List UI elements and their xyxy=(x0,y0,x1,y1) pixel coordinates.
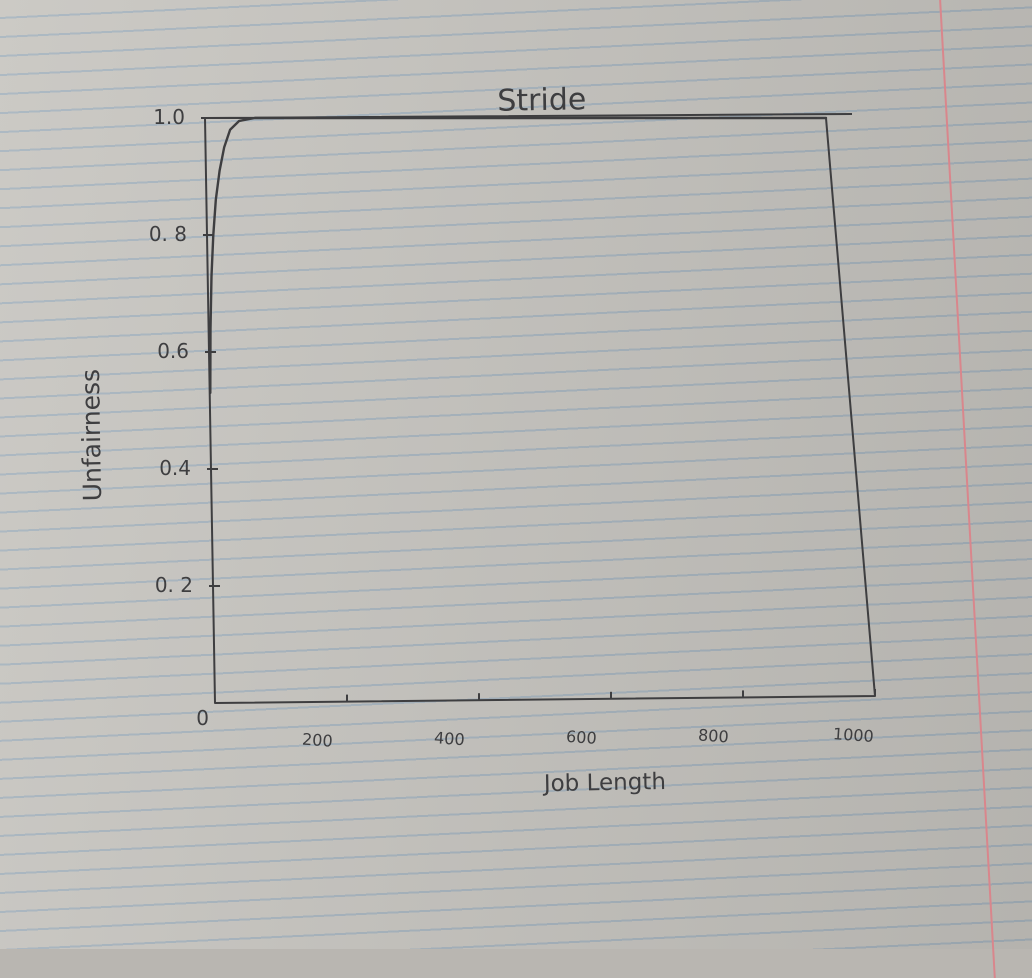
y-tick-label: 0.4 xyxy=(159,456,191,480)
series-line xyxy=(209,116,828,395)
x-tick-label: 200 xyxy=(301,730,333,751)
y-axis-ticks: 0 0. 2 0.4 0.6 0. 8 1.0 xyxy=(149,105,220,730)
plot-frame xyxy=(204,113,876,704)
x-axis-label: Job Length xyxy=(542,769,667,797)
y-tick-label: 0. 2 xyxy=(155,573,193,597)
x-tick-label: 600 xyxy=(565,727,597,748)
x-tick-label: 1000 xyxy=(832,724,874,746)
x-tick-label: 400 xyxy=(433,728,465,749)
x-axis-ticks: 200 400 600 800 1000 xyxy=(301,689,876,751)
x-tick-label: 800 xyxy=(697,725,729,746)
y-axis-label: Unfairness xyxy=(76,369,107,502)
y-tick-label: 0. 8 xyxy=(149,222,187,246)
y-tick-label: 0.6 xyxy=(157,339,189,363)
series-lines xyxy=(209,116,828,395)
line-chart: 200 400 600 800 1000 0 0. 2 0.4 0.6 0. 8 1.0 Stri… xyxy=(76,82,876,797)
y-tick-label: 1.0 xyxy=(153,105,185,129)
chart-title: Stride xyxy=(497,82,587,119)
y-tick-label: 0 xyxy=(196,706,209,730)
plot-frame-outline xyxy=(204,113,876,704)
